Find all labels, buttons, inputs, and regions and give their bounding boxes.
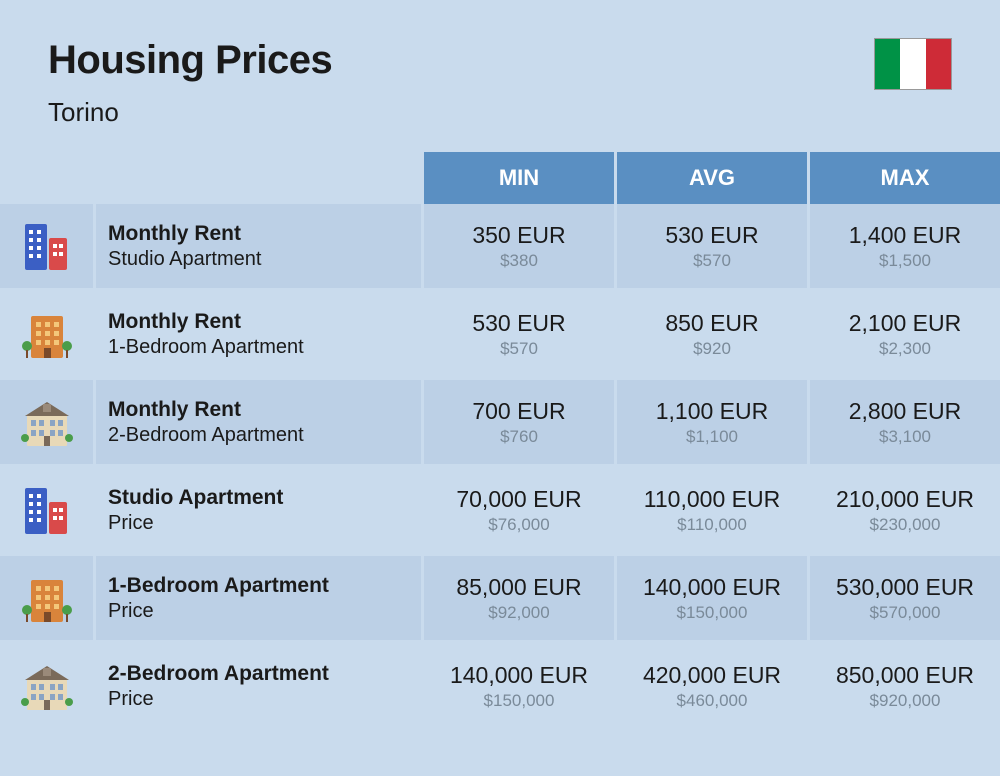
min-usd: $76,000 bbox=[488, 515, 549, 535]
label-top: 1-Bedroom Apartment bbox=[108, 574, 421, 598]
min-cell: 350 EUR$380 bbox=[424, 204, 617, 288]
col-max-header: MAX bbox=[810, 152, 1000, 204]
label-bot: Price bbox=[108, 512, 421, 535]
table-row: 1-Bedroom ApartmentPrice85,000 EUR$92,00… bbox=[0, 556, 1000, 644]
row-icon bbox=[0, 380, 96, 464]
min-cell: 700 EUR$760 bbox=[424, 380, 617, 464]
table-header-row: MIN AVG MAX bbox=[0, 152, 1000, 204]
table-body: Monthly RentStudio Apartment350 EUR$3805… bbox=[0, 204, 1000, 732]
label-top: Monthly Rent bbox=[108, 398, 421, 422]
row-icon bbox=[0, 468, 96, 552]
min-cell: 140,000 EUR$150,000 bbox=[424, 644, 617, 728]
table-row: Studio ApartmentPrice70,000 EUR$76,00011… bbox=[0, 468, 1000, 556]
max-cell: 1,400 EUR$1,500 bbox=[810, 204, 1000, 288]
header: Housing Prices Torino bbox=[0, 0, 1000, 152]
min-eur: 85,000 EUR bbox=[456, 574, 581, 601]
avg-eur: 110,000 EUR bbox=[644, 486, 780, 513]
col-label-header bbox=[96, 152, 424, 204]
avg-usd: $150,000 bbox=[677, 603, 748, 623]
label-bot: Price bbox=[108, 600, 421, 623]
min-eur: 70,000 EUR bbox=[456, 486, 581, 513]
avg-cell: 850 EUR$920 bbox=[617, 292, 810, 376]
row-icon bbox=[0, 204, 96, 288]
min-usd: $150,000 bbox=[484, 691, 555, 711]
min-eur: 350 EUR bbox=[472, 222, 565, 249]
max-eur: 850,000 EUR bbox=[836, 662, 974, 689]
row-label: Monthly Rent2-Bedroom Apartment bbox=[96, 380, 424, 464]
page-title: Housing Prices bbox=[48, 38, 952, 83]
flag-stripe-red bbox=[926, 39, 951, 89]
italy-flag-icon bbox=[874, 38, 952, 90]
max-eur: 1,400 EUR bbox=[849, 222, 962, 249]
row-icon bbox=[0, 292, 96, 376]
max-usd: $230,000 bbox=[870, 515, 941, 535]
avg-eur: 1,100 EUR bbox=[656, 398, 769, 425]
min-usd: $92,000 bbox=[488, 603, 549, 623]
row-label: 1-Bedroom ApartmentPrice bbox=[96, 556, 424, 640]
max-usd: $3,100 bbox=[879, 427, 931, 447]
min-eur: 530 EUR bbox=[472, 310, 565, 337]
min-usd: $380 bbox=[500, 251, 538, 271]
avg-usd: $920 bbox=[693, 339, 731, 359]
max-cell: 2,100 EUR$2,300 bbox=[810, 292, 1000, 376]
row-label: Monthly Rent1-Bedroom Apartment bbox=[96, 292, 424, 376]
label-top: Monthly Rent bbox=[108, 222, 421, 246]
pricing-table: MIN AVG MAX Monthly RentStudio Apartment… bbox=[0, 152, 1000, 732]
max-cell: 530,000 EUR$570,000 bbox=[810, 556, 1000, 640]
max-cell: 2,800 EUR$3,100 bbox=[810, 380, 1000, 464]
avg-cell: 140,000 EUR$150,000 bbox=[617, 556, 810, 640]
max-usd: $570,000 bbox=[870, 603, 941, 623]
avg-cell: 110,000 EUR$110,000 bbox=[617, 468, 810, 552]
flag-stripe-white bbox=[900, 39, 925, 89]
min-cell: 85,000 EUR$92,000 bbox=[424, 556, 617, 640]
avg-usd: $570 bbox=[693, 251, 731, 271]
avg-eur: 850 EUR bbox=[665, 310, 758, 337]
max-eur: 2,800 EUR bbox=[849, 398, 962, 425]
row-label: 2-Bedroom ApartmentPrice bbox=[96, 644, 424, 728]
avg-cell: 420,000 EUR$460,000 bbox=[617, 644, 810, 728]
min-cell: 530 EUR$570 bbox=[424, 292, 617, 376]
label-top: 2-Bedroom Apartment bbox=[108, 662, 421, 686]
table-row: 2-Bedroom ApartmentPrice140,000 EUR$150,… bbox=[0, 644, 1000, 732]
col-avg-header: AVG bbox=[617, 152, 810, 204]
avg-usd: $110,000 bbox=[677, 515, 747, 535]
label-bot: 1-Bedroom Apartment bbox=[108, 336, 421, 359]
label-bot: Studio Apartment bbox=[108, 248, 421, 271]
max-eur: 530,000 EUR bbox=[836, 574, 974, 601]
table-row: Monthly RentStudio Apartment350 EUR$3805… bbox=[0, 204, 1000, 292]
max-cell: 850,000 EUR$920,000 bbox=[810, 644, 1000, 728]
max-eur: 210,000 EUR bbox=[836, 486, 974, 513]
avg-eur: 530 EUR bbox=[665, 222, 758, 249]
row-icon bbox=[0, 556, 96, 640]
col-min-header: MIN bbox=[424, 152, 617, 204]
flag-stripe-green bbox=[875, 39, 900, 89]
avg-cell: 1,100 EUR$1,100 bbox=[617, 380, 810, 464]
min-usd: $760 bbox=[500, 427, 538, 447]
avg-eur: 420,000 EUR bbox=[643, 662, 781, 689]
row-label: Monthly RentStudio Apartment bbox=[96, 204, 424, 288]
row-icon bbox=[0, 644, 96, 728]
table-row: Monthly Rent2-Bedroom Apartment700 EUR$7… bbox=[0, 380, 1000, 468]
avg-usd: $1,100 bbox=[686, 427, 738, 447]
row-label: Studio ApartmentPrice bbox=[96, 468, 424, 552]
max-usd: $1,500 bbox=[879, 251, 931, 271]
max-usd: $2,300 bbox=[879, 339, 931, 359]
table-row: Monthly Rent1-Bedroom Apartment530 EUR$5… bbox=[0, 292, 1000, 380]
label-top: Studio Apartment bbox=[108, 486, 421, 510]
max-eur: 2,100 EUR bbox=[849, 310, 962, 337]
avg-usd: $460,000 bbox=[677, 691, 748, 711]
label-top: Monthly Rent bbox=[108, 310, 421, 334]
min-usd: $570 bbox=[500, 339, 538, 359]
min-eur: 140,000 EUR bbox=[450, 662, 588, 689]
max-usd: $920,000 bbox=[870, 691, 941, 711]
label-bot: 2-Bedroom Apartment bbox=[108, 424, 421, 447]
label-bot: Price bbox=[108, 688, 421, 711]
max-cell: 210,000 EUR$230,000 bbox=[810, 468, 1000, 552]
avg-cell: 530 EUR$570 bbox=[617, 204, 810, 288]
avg-eur: 140,000 EUR bbox=[643, 574, 781, 601]
min-cell: 70,000 EUR$76,000 bbox=[424, 468, 617, 552]
col-icon-header bbox=[0, 152, 96, 204]
city-name: Torino bbox=[48, 97, 952, 128]
min-eur: 700 EUR bbox=[472, 398, 565, 425]
